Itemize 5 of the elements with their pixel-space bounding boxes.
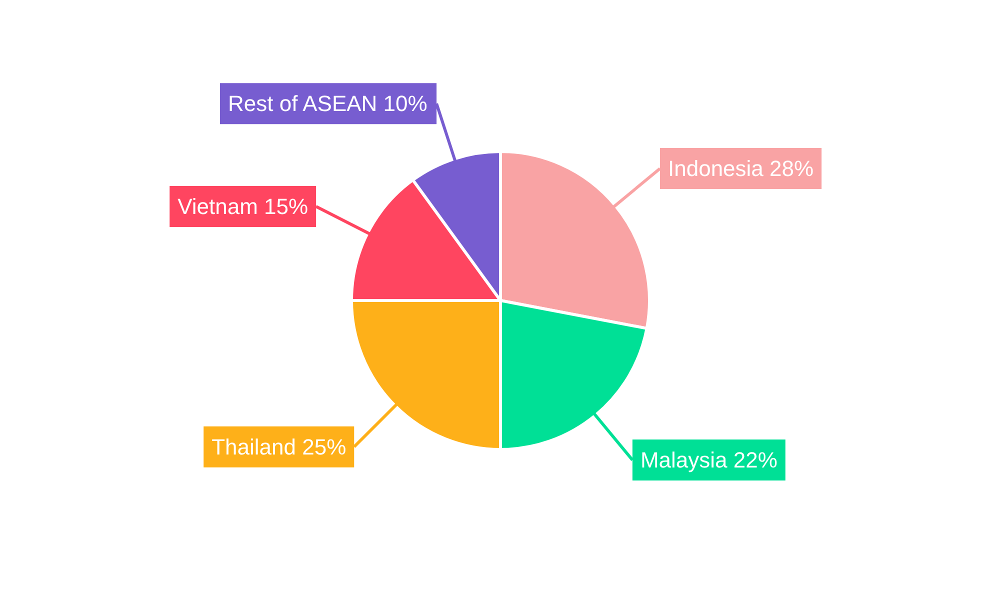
slice-label: Rest of ASEAN 10% [228,91,428,116]
slice-label: Thailand 25% [212,434,346,460]
slice-label: Malaysia 22% [640,447,778,472]
slice-label: Vietnam 15% [178,194,308,220]
slice-label: Indonesia 28% [668,156,814,182]
